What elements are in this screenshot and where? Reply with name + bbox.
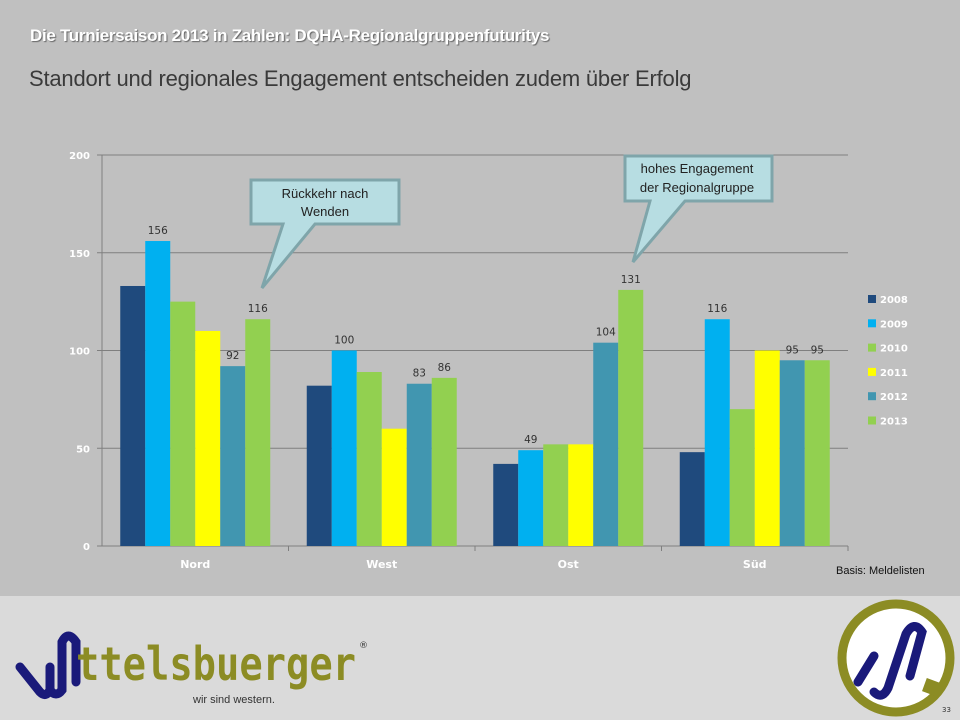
badge-logo-icon — [837, 599, 955, 717]
bar-2009-ost — [518, 450, 544, 546]
bar-2010-nord — [170, 301, 196, 546]
callout-nord-line-2: Wenden — [301, 204, 349, 219]
wittelsbuerger-logo: ttelsbuerger — [15, 631, 356, 700]
legend-label-2011: 2011 — [880, 368, 908, 379]
legend-label-2008: 2008 — [880, 295, 908, 306]
bar-2008-west — [306, 385, 332, 546]
bar-2010-ost — [543, 444, 569, 546]
callout-ost-line-1: hohes Engagement — [641, 161, 754, 176]
data-label: 131 — [621, 274, 641, 286]
y-tick-label: 50 — [76, 444, 90, 455]
logo-w-icon — [15, 631, 81, 700]
bar-2008-ost — [493, 463, 519, 546]
legend-label-2013: 2013 — [880, 417, 908, 428]
bar-chart: 0 50 100 150 200 Nord West Ost Süd 156 92 116 100 83… — [69, 151, 908, 571]
bar-2011-west — [381, 428, 407, 546]
legend: 2008 2009 2010 2011 2012 2013 — [868, 295, 908, 428]
data-label: 83 — [413, 368, 426, 380]
tagline: wir sind western. — [193, 694, 275, 706]
bar-2009-süd — [704, 319, 730, 546]
data-label: 86 — [438, 362, 452, 374]
source-note: Basis: Meldelisten — [836, 565, 925, 577]
data-label: 116 — [248, 303, 268, 315]
data-label: 104 — [596, 327, 616, 339]
data-label: 49 — [524, 434, 537, 446]
callout-ost-shape — [623, 154, 774, 263]
y-tick-label: 150 — [69, 249, 90, 260]
data-label: 100 — [334, 335, 354, 347]
x-tick-label: Ost — [558, 558, 579, 571]
bar-2011-nord — [195, 330, 221, 546]
x-tick-label: Nord — [180, 558, 210, 571]
data-label: 156 — [148, 225, 168, 237]
bar-2013-west — [431, 377, 457, 546]
legend-label-2010: 2010 — [880, 344, 908, 355]
x-tick-label: West — [366, 558, 397, 571]
callout-ost: hohes Engagement der Regionalgruppe — [623, 154, 774, 263]
bar-2008-süd — [679, 452, 705, 546]
page-number: 33 — [942, 706, 951, 714]
data-labels: 156 92 116 100 83 86 49 104 131 116 95 95 — [148, 225, 824, 446]
legend-swatch-2010 — [868, 343, 876, 352]
registered-mark: ® — [359, 641, 368, 651]
legend-swatch-2012 — [868, 392, 876, 401]
logo-wordmark: ttelsbuerger — [76, 637, 356, 691]
legend-swatch-2009 — [868, 319, 876, 328]
bars — [120, 241, 830, 546]
slide-kicker: Die Turniersaison 2013 in Zahlen: DQHA-R… — [30, 26, 550, 45]
bar-2011-süd — [754, 350, 780, 546]
data-label: 95 — [811, 344, 824, 356]
legend-label-2009: 2009 — [880, 319, 908, 330]
y-tick-label: 100 — [69, 347, 90, 358]
legend-swatch-2008 — [868, 295, 876, 303]
bar-2009-nord — [145, 241, 171, 546]
legend-label-2012: 2012 — [880, 392, 908, 403]
bar-2012-west — [406, 383, 432, 546]
bar-2012-nord — [220, 366, 246, 546]
bar-2012-süd — [779, 360, 805, 546]
callout-nord-line-1: Rückkehr nach — [282, 186, 369, 201]
bar-2008-nord — [120, 285, 146, 546]
x-tick-label: Süd — [743, 558, 767, 571]
footer-band — [0, 596, 960, 720]
legend-swatch-2013 — [868, 416, 876, 425]
callout-nord: Rückkehr nach Wenden — [249, 178, 401, 289]
data-label: 92 — [226, 350, 239, 362]
data-label: 95 — [786, 344, 799, 356]
bar-2009-west — [331, 350, 357, 546]
y-tick-label: 0 — [83, 542, 90, 553]
legend-swatch-2011 — [868, 367, 876, 376]
bar-2013-ost — [618, 289, 644, 546]
bar-2013-süd — [804, 360, 830, 546]
callout-nord-shape — [249, 178, 401, 289]
y-tick-label: 200 — [69, 151, 90, 162]
bar-2010-süd — [729, 409, 755, 546]
bar-2012-ost — [593, 342, 619, 546]
slide-title: Standort und regionales Engagement entsc… — [29, 66, 692, 91]
bar-2010-west — [356, 372, 382, 546]
bar-2011-ost — [568, 444, 594, 546]
data-label: 116 — [707, 303, 727, 315]
callout-ost-line-2: der Regionalgruppe — [640, 180, 754, 195]
bar-2013-nord — [245, 319, 271, 546]
